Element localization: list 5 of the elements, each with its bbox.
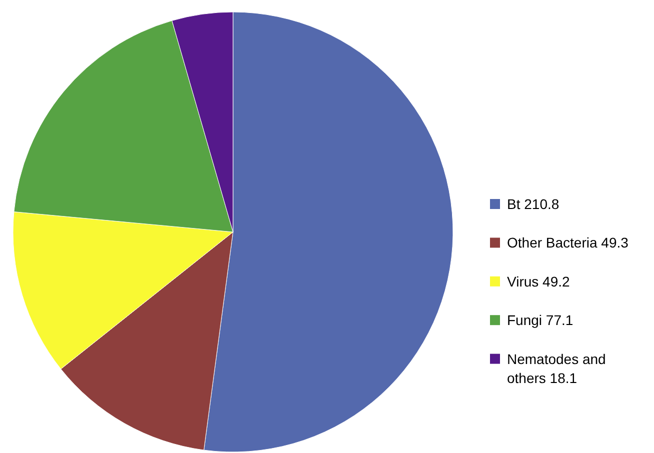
legend-label: Fungi 77.1 (507, 312, 574, 328)
legend-label: Nematodes and others 18.1 (507, 350, 606, 386)
legend-label: Virus 49.2 (507, 273, 570, 290)
legend-label: Other Bacteria 49.3 (507, 234, 629, 251)
legend-label: Bt 210.8 (507, 196, 560, 212)
